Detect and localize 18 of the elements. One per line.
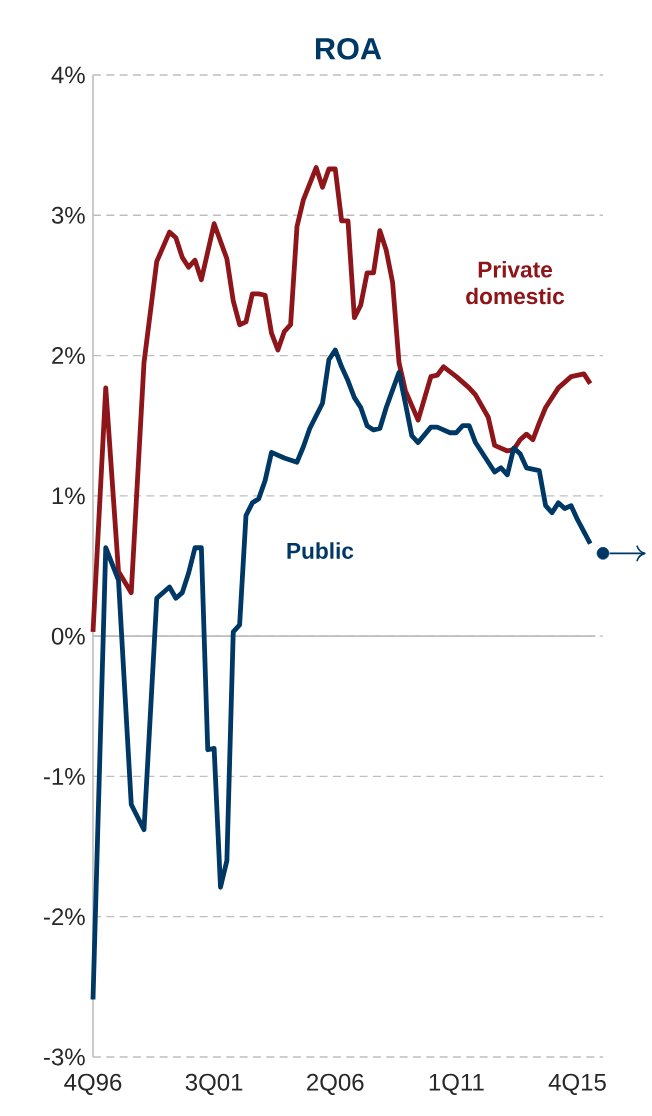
- x-tick-label: 1Q11: [429, 1073, 484, 1095]
- line-series: [90, 165, 593, 635]
- x-tick-label: 2Q06: [307, 1073, 364, 1095]
- x-tick-label: 4Q96: [64, 1073, 122, 1095]
- y-tick-label: 0%: [51, 627, 85, 645]
- line-series: [90, 347, 593, 1002]
- y-tick-label: 2%: [52, 347, 85, 365]
- series-label: Public: [287, 542, 354, 559]
- chart-title: ROA: [315, 37, 382, 60]
- y-tick-label: 4%: [51, 66, 85, 84]
- y-tick-label: -3%: [44, 1048, 85, 1066]
- text: Private domestic: [466, 260, 565, 305]
- y-tick-label: 3%: [51, 206, 85, 224]
- y-tick-label: 1%: [52, 487, 85, 505]
- y-tick-label: -2%: [44, 908, 85, 926]
- y-tick-label: -1%: [44, 768, 85, 785]
- x-tick-label: 4Q15: [548, 1073, 606, 1095]
- x-tick-label: 3Q01: [185, 1073, 243, 1095]
